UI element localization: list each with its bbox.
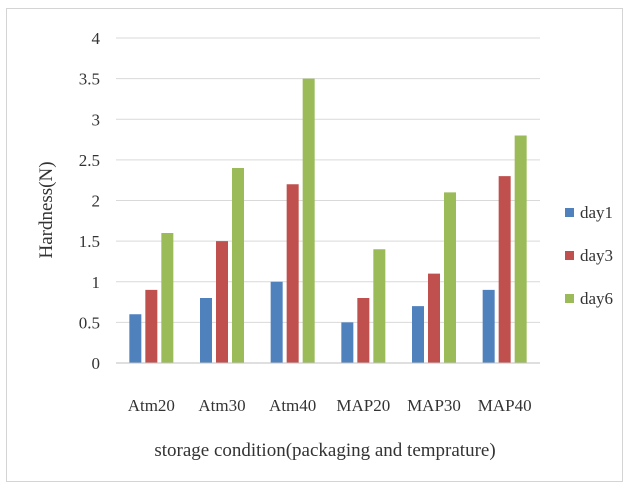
legend-label-day1: day1: [580, 203, 613, 222]
y-tick-label: 2.5: [79, 151, 100, 170]
y-axis-label: Hardness(N): [36, 161, 57, 258]
bar-day3-map30: [428, 273, 440, 363]
y-tick-label: 1.5: [79, 232, 100, 251]
x-axis-label: storage condition(packaging and tempratu…: [154, 440, 495, 461]
bar-day3-map40: [498, 176, 511, 363]
bar-day1-atm30: [200, 298, 212, 363]
legend: day1 day3 day6: [565, 203, 613, 308]
legend-swatch-day3: [565, 251, 574, 260]
y-tick-label: 3: [92, 110, 101, 129]
bar-day6-map20: [373, 249, 386, 363]
y-tick-label: 3.5: [79, 70, 100, 89]
y-tick-label: 1: [92, 273, 101, 292]
bar-day6-map40: [514, 135, 527, 363]
x-category-label: Atm20: [128, 396, 175, 415]
legend-swatch-day6: [565, 294, 574, 303]
x-category-label: MAP30: [407, 396, 461, 415]
x-category-label: Atm30: [198, 396, 245, 415]
bar-day3-atm40: [286, 184, 299, 363]
bar-day1-map40: [482, 289, 495, 363]
bar-day6-atm20: [161, 233, 174, 363]
x-axis-categories: Atm20 Atm30 Atm40 MAP20 MAP30 MAP40: [128, 396, 532, 415]
y-tick-label: 2: [92, 192, 101, 211]
x-category-label: Atm40: [269, 396, 316, 415]
bar-day6-map30: [444, 192, 456, 363]
bar-day3-atm30: [216, 241, 228, 363]
bar-day3-atm20: [145, 289, 158, 363]
bar-day6-atm40: [302, 78, 315, 363]
bar-day1-atm20: [129, 314, 142, 363]
y-tick-label: 4: [92, 29, 101, 48]
y-tick-label: 0: [92, 354, 101, 373]
bar-day1-map20: [341, 322, 354, 363]
bars: [129, 78, 527, 363]
bar-day1-atm40: [270, 281, 283, 363]
legend-swatch-day1: [565, 208, 574, 217]
x-category-label: MAP20: [336, 396, 390, 415]
legend-label-day3: day3: [580, 246, 613, 265]
y-tick-label: 0.5: [79, 313, 100, 332]
bar-day6-atm30: [232, 168, 244, 363]
x-category-label: MAP40: [478, 396, 532, 415]
bar-day1-map30: [412, 306, 424, 363]
bar-day3-map20: [357, 298, 370, 363]
y-axis-ticks: 0 0.5 1 1.5 2 2.5 3 3.5 4: [79, 29, 101, 373]
gridlines: [116, 37, 540, 323]
legend-label-day6: day6: [580, 289, 613, 308]
